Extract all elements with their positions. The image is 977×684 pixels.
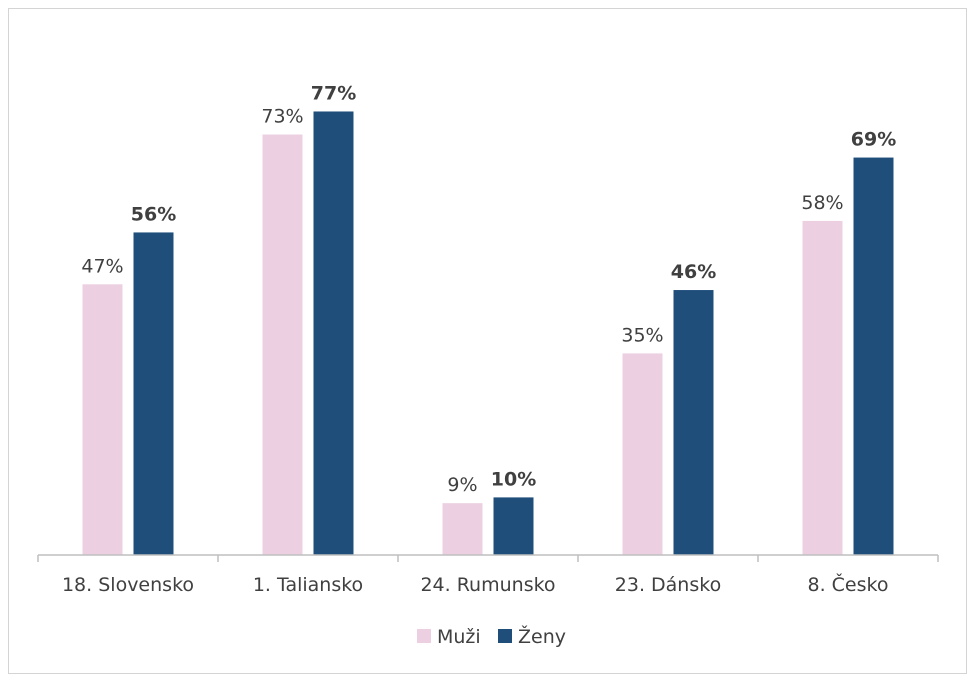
data-label-women: 77%	[311, 82, 356, 104]
x-axis-tick-labels: 18. Slovensko 1. Taliansko 24. Rumunsko 23.…	[62, 572, 889, 596]
legend-swatch-men	[417, 629, 431, 643]
x-axis-ticks	[37, 555, 939, 562]
bar-women	[133, 232, 174, 555]
bar-men	[262, 134, 303, 555]
x-tick-label: 8. Česko	[808, 572, 889, 596]
data-label-women: 69%	[851, 129, 896, 151]
legend: Muži Ženy	[417, 625, 566, 648]
bar-men	[82, 284, 123, 555]
bar-men	[622, 353, 663, 555]
bar-men	[802, 220, 843, 556]
x-tick-label: 24. Rumunsko	[420, 574, 555, 596]
data-label-men: 9%	[447, 474, 477, 496]
bar-women	[673, 290, 714, 555]
data-label-women: 56%	[131, 203, 176, 225]
data-label-men: 35%	[621, 324, 663, 346]
x-tick-label: 18. Slovensko	[62, 574, 194, 596]
legend-label-women: Ženy	[518, 625, 566, 648]
x-tick-label: 23. Dánsko	[615, 574, 721, 596]
bars-group	[82, 111, 894, 556]
bar-women	[853, 157, 894, 555]
data-label-women: 46%	[671, 261, 716, 283]
value-labels-group: 47% 56% 73% 77% 9% 10% 35% 46% 58% 69%	[81, 82, 896, 496]
bar-women	[493, 497, 534, 555]
x-tick-label: 1. Taliansko	[253, 574, 363, 596]
data-label-men: 73%	[261, 106, 303, 128]
legend-label-men: Muži	[437, 626, 481, 648]
bar-women	[313, 111, 354, 555]
bar-men	[442, 503, 483, 555]
data-label-men: 47%	[81, 255, 123, 277]
data-label-men: 58%	[801, 192, 843, 214]
data-label-women: 10%	[491, 468, 536, 490]
legend-swatch-women	[498, 629, 512, 643]
